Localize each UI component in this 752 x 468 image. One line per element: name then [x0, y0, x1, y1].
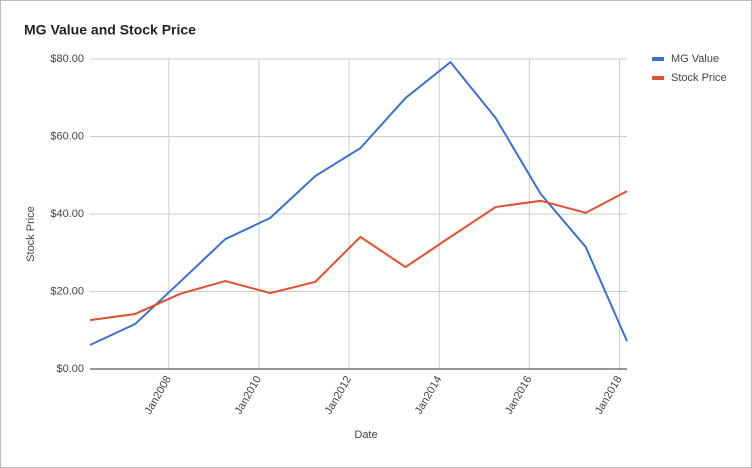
line-series	[89, 60, 628, 346]
y-tick-label: $40.00	[50, 208, 84, 220]
legend-label: Stock Price	[671, 72, 727, 84]
legend-label: MG Value	[671, 53, 719, 65]
x-axis-label: Date	[354, 429, 377, 441]
line-series	[89, 190, 628, 322]
chart-title: MG Value and Stock Price	[24, 22, 196, 38]
y-tick-label: $20.00	[50, 285, 84, 297]
y-tick-label: $80.00	[50, 53, 84, 65]
y-tick-label: $0.00	[56, 363, 84, 375]
y-tick-label: $60.00	[50, 130, 84, 142]
y-axis-label: Stock Price	[25, 206, 37, 262]
